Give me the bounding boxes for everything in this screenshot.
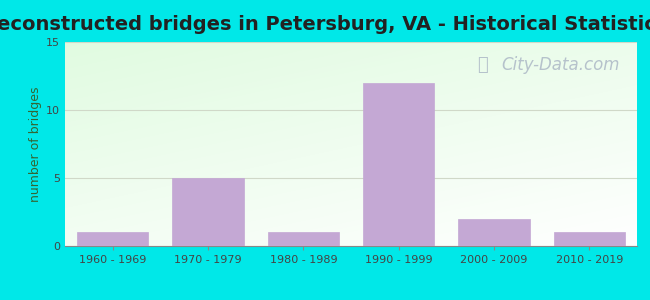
Text: City-Data.com: City-Data.com bbox=[501, 56, 620, 74]
Bar bbox=[268, 232, 339, 246]
Text: Reconstructed bridges in Petersburg, VA - Historical Statistics: Reconstructed bridges in Petersburg, VA … bbox=[0, 15, 650, 34]
Bar bbox=[172, 178, 244, 246]
Y-axis label: number of bridges: number of bridges bbox=[29, 86, 42, 202]
Bar bbox=[77, 232, 148, 246]
Bar bbox=[458, 219, 530, 246]
Text: ⓘ: ⓘ bbox=[477, 56, 488, 74]
Bar bbox=[363, 83, 434, 246]
Bar bbox=[554, 232, 625, 246]
